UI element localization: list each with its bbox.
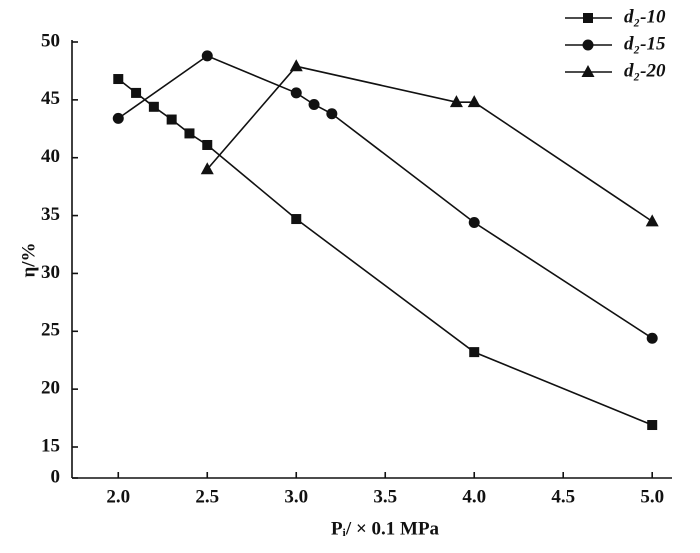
- y-tick-label: 20: [41, 378, 60, 399]
- data-point: [290, 87, 302, 99]
- x-tick-label: 4.0: [462, 486, 486, 507]
- x-tick-label: 2.5: [195, 486, 219, 507]
- data-point: [200, 162, 214, 175]
- data-point: [202, 139, 213, 150]
- y-tick-label: 25: [41, 320, 60, 341]
- legend-label: d₂-20: [624, 60, 666, 81]
- legend-marker: [582, 39, 594, 51]
- data-point: [308, 98, 320, 110]
- x-tick-label: 2.0: [106, 486, 130, 507]
- y-tick-label: 50: [41, 30, 60, 51]
- legend-label: d₂-15: [624, 33, 666, 54]
- y-tick-label: 40: [41, 146, 60, 167]
- data-point: [449, 95, 463, 108]
- data-point: [469, 347, 480, 358]
- series-line: [206, 65, 653, 223]
- data-point: [467, 95, 481, 108]
- data-point: [131, 87, 142, 98]
- y-tick-label: 35: [41, 204, 60, 225]
- legend-marker: [583, 13, 593, 23]
- legend-label: d₂-10: [624, 6, 666, 27]
- legend-marker: [581, 65, 595, 77]
- series-line: [117, 78, 653, 426]
- data-point: [326, 108, 338, 120]
- data-point: [113, 74, 124, 85]
- y-axis-label: η/%: [18, 242, 39, 277]
- data-point: [645, 214, 659, 227]
- y-tick-label: 0: [51, 466, 61, 487]
- data-point: [148, 101, 159, 112]
- x-tick-label: 3.0: [284, 486, 308, 507]
- data-point: [166, 114, 177, 125]
- x-tick-label: 4.5: [551, 486, 575, 507]
- series-line: [117, 54, 653, 339]
- data-point: [291, 214, 302, 225]
- x-tick-label: 3.5: [373, 486, 397, 507]
- x-axis-label: Pᵢ/ × 0.1 MPa: [331, 518, 440, 539]
- y-tick-label: 15: [41, 435, 60, 456]
- x-tick-label: 5.0: [640, 486, 664, 507]
- y-tick-label: 30: [41, 262, 60, 283]
- data-point: [289, 59, 303, 72]
- y-tick-label: 45: [41, 88, 60, 109]
- data-point: [201, 50, 213, 62]
- data-point: [184, 128, 195, 139]
- data-point: [646, 332, 658, 344]
- data-point: [647, 420, 658, 431]
- data-point: [468, 217, 480, 229]
- data-point: [112, 112, 124, 124]
